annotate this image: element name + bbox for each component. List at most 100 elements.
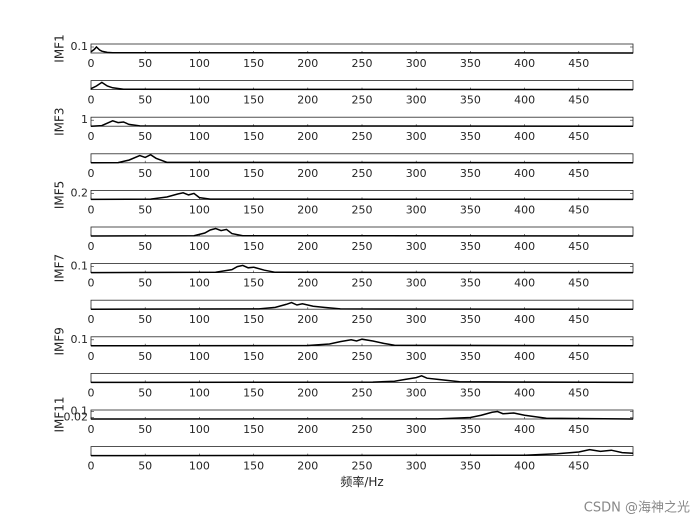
- x-tick-label: 0: [88, 57, 95, 70]
- y-tick-label: 0.1: [71, 333, 89, 346]
- x-axis-label: 频率/Hz: [340, 474, 383, 489]
- spectrum-line: [90, 301, 634, 310]
- x-tick-label: 200: [297, 386, 318, 399]
- x-tick-label: 0: [88, 460, 95, 473]
- spectrum-line: [90, 81, 634, 91]
- x-tick-label: 300: [406, 57, 427, 70]
- x-tick-label: 50: [138, 350, 152, 363]
- x-tick-label: 400: [514, 240, 535, 253]
- spectrum-line: [90, 410, 634, 420]
- x-tick-label: 200: [297, 130, 318, 143]
- spectrum-line: [90, 45, 634, 54]
- x-tick-label: 450: [568, 423, 589, 436]
- y-axis-label: IMF3: [53, 107, 67, 135]
- x-tick-label: 450: [568, 386, 589, 399]
- x-tick-label: 350: [460, 423, 481, 436]
- x-tick-label: 100: [189, 57, 210, 70]
- x-tick-label: 400: [514, 423, 535, 436]
- x-tick-label: 400: [514, 277, 535, 290]
- x-tick-label: 450: [568, 203, 589, 216]
- x-tick-label: 150: [243, 277, 264, 290]
- x-tick-label: 50: [138, 277, 152, 290]
- spectrum-line: [90, 192, 634, 201]
- x-tick-label: 350: [460, 350, 481, 363]
- x-tick-label: 400: [514, 460, 535, 473]
- spectrum-line: [90, 227, 634, 237]
- y-tick-label: 0.2: [71, 186, 89, 199]
- x-tick-label: 350: [460, 460, 481, 473]
- x-tick-label: 250: [352, 94, 373, 107]
- x-tick-label: 450: [568, 130, 589, 143]
- y-tick-label: 1: [81, 113, 88, 126]
- x-tick-label: 400: [514, 94, 535, 107]
- x-tick-label: 150: [243, 130, 264, 143]
- x-tick-label: 350: [460, 57, 481, 70]
- x-tick-label: 200: [297, 57, 318, 70]
- x-tick-label: 50: [138, 203, 152, 216]
- x-tick-label: 250: [352, 350, 373, 363]
- x-tick-label: 450: [568, 240, 589, 253]
- x-tick-label: 450: [568, 313, 589, 326]
- y-axis-label: IMF11: [53, 396, 67, 432]
- x-tick-label: 100: [189, 203, 210, 216]
- y-axis-label: IMF9: [53, 327, 67, 355]
- x-tick-label: 100: [189, 94, 210, 107]
- x-tick-label: 150: [243, 386, 264, 399]
- x-tick-label: 350: [460, 130, 481, 143]
- x-tick-label: 300: [406, 167, 427, 180]
- x-tick-label: 100: [189, 350, 210, 363]
- x-tick-label: 100: [189, 386, 210, 399]
- x-tick-label: 150: [243, 167, 264, 180]
- x-tick-label: 0: [88, 313, 95, 326]
- x-tick-label: 50: [138, 313, 152, 326]
- x-tick-label: 100: [189, 167, 210, 180]
- x-tick-label: 450: [568, 277, 589, 290]
- spectrum-line: [90, 119, 634, 127]
- x-tick-label: 350: [460, 94, 481, 107]
- x-tick-label: 450: [568, 350, 589, 363]
- x-tick-label: 250: [352, 277, 373, 290]
- x-tick-label: 300: [406, 460, 427, 473]
- spectrum-line: [90, 374, 634, 384]
- x-tick-label: 400: [514, 203, 535, 216]
- spectrum-line: [90, 338, 634, 347]
- spectrum-line: [90, 153, 634, 164]
- y-axis-label: IMF7: [53, 254, 67, 282]
- x-tick-label: 250: [352, 203, 373, 216]
- x-tick-label: 0: [88, 240, 95, 253]
- x-tick-label: 450: [568, 57, 589, 70]
- x-tick-label: 350: [460, 167, 481, 180]
- x-tick-label: 50: [138, 57, 152, 70]
- x-tick-label: 150: [243, 460, 264, 473]
- x-tick-label: 150: [243, 57, 264, 70]
- x-tick-label: 100: [189, 423, 210, 436]
- x-tick-label: 150: [243, 94, 264, 107]
- x-tick-label: 50: [138, 167, 152, 180]
- x-tick-label: 0: [88, 167, 95, 180]
- x-tick-label: 150: [243, 423, 264, 436]
- x-tick-label: 250: [352, 240, 373, 253]
- x-tick-label: 200: [297, 94, 318, 107]
- watermark: CSDN @海神之光: [584, 501, 690, 516]
- x-tick-label: 250: [352, 386, 373, 399]
- x-tick-label: 0: [88, 130, 95, 143]
- x-tick-label: 50: [138, 460, 152, 473]
- x-tick-label: 100: [189, 313, 210, 326]
- x-tick-label: 200: [297, 167, 318, 180]
- x-tick-label: 300: [406, 350, 427, 363]
- x-tick-label: 200: [297, 240, 318, 253]
- x-tick-label: 350: [460, 313, 481, 326]
- x-tick-label: 100: [189, 130, 210, 143]
- x-tick-label: 350: [460, 386, 481, 399]
- x-tick-label: 0: [88, 350, 95, 363]
- x-tick-label: 450: [568, 460, 589, 473]
- x-tick-label: 150: [243, 313, 264, 326]
- x-tick-label: 200: [297, 350, 318, 363]
- y-tick-label: 0.1: [71, 40, 89, 53]
- x-tick-label: 200: [297, 313, 318, 326]
- x-tick-label: 300: [406, 277, 427, 290]
- x-tick-label: 250: [352, 313, 373, 326]
- x-tick-label: 300: [406, 130, 427, 143]
